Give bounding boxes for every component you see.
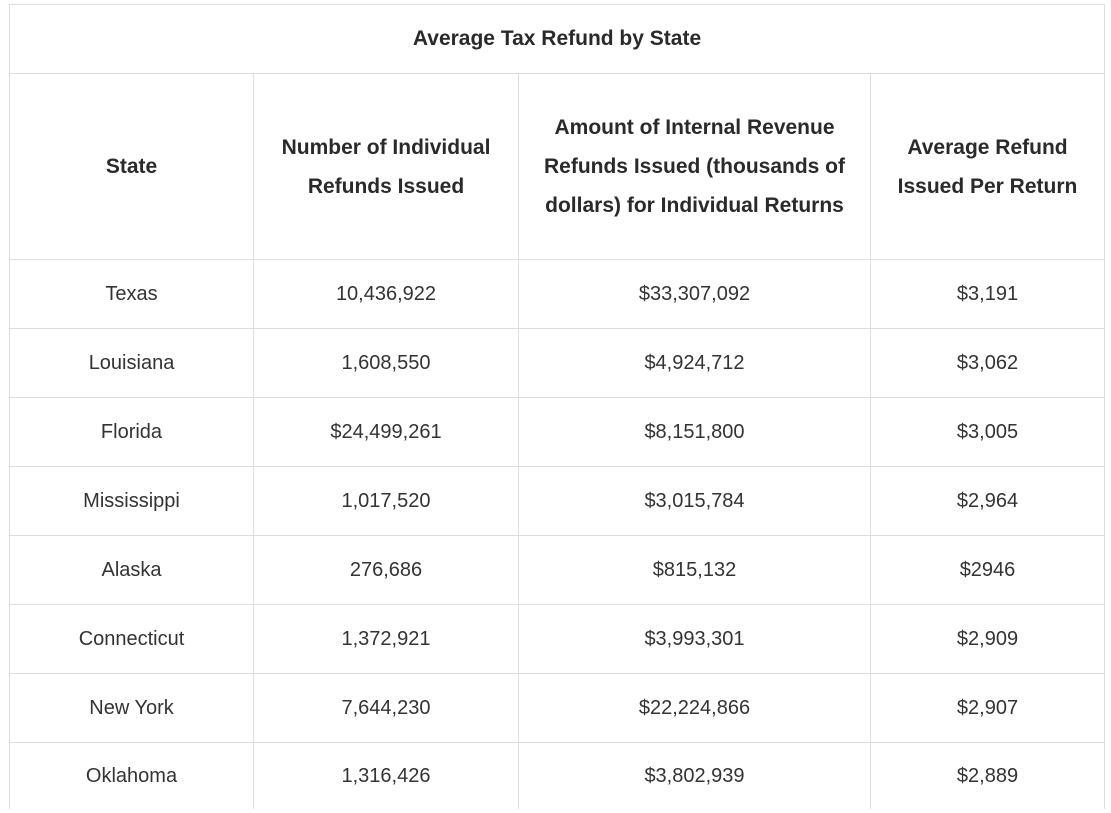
cell-state: Alaska <box>9 535 254 605</box>
table-title-row: Average Tax Refund by State <box>9 4 1105 74</box>
cell-amount-of-refunds: $3,015,784 <box>518 466 871 536</box>
table-body: Texas 10,436,922 $33,307,092 $3,191 Louisian… <box>9 259 1105 809</box>
table-row: Alaska 276,686 $815,132 $2946 <box>9 535 1105 605</box>
cell-state: Louisiana <box>9 328 254 398</box>
table-row: Connecticut 1,372,921 $3,993,301 $2,909 <box>9 604 1105 674</box>
table-title: Average Tax Refund by State <box>9 4 1105 74</box>
cell-number-of-refunds: 1,017,520 <box>253 466 519 536</box>
cell-state: Mississippi <box>9 466 254 536</box>
cell-state: New York <box>9 673 254 743</box>
cell-number-of-refunds: 10,436,922 <box>253 259 519 329</box>
table-row: New York 7,644,230 $22,224,866 $2,907 <box>9 673 1105 743</box>
cell-number-of-refunds: 1,316,426 <box>253 742 519 809</box>
cell-number-of-refunds: $24,499,261 <box>253 397 519 467</box>
table-row: Oklahoma 1,316,426 $3,802,939 $2,889 <box>9 742 1105 809</box>
cell-amount-of-refunds: $3,993,301 <box>518 604 871 674</box>
cell-amount-of-refunds: $33,307,092 <box>518 259 871 329</box>
table-row: Mississippi 1,017,520 $3,015,784 $2,964 <box>9 466 1105 536</box>
cell-average-refund: $2946 <box>870 535 1105 605</box>
cell-amount-of-refunds: $4,924,712 <box>518 328 871 398</box>
cell-average-refund: $2,964 <box>870 466 1105 536</box>
cell-average-refund: $2,909 <box>870 604 1105 674</box>
cell-average-refund: $3,191 <box>870 259 1105 329</box>
table-container: Average Tax Refund by State State Number… <box>9 4 1105 809</box>
header-number-of-refunds: Number of Individual Refunds Issued <box>253 73 519 260</box>
cell-state: Florida <box>9 397 254 467</box>
header-average-refund: Average Refund Issued Per Return <box>870 73 1105 260</box>
cell-number-of-refunds: 1,608,550 <box>253 328 519 398</box>
tax-refund-table: Average Tax Refund by State State Number… <box>9 4 1105 809</box>
cell-average-refund: $2,889 <box>870 742 1105 809</box>
cell-number-of-refunds: 1,372,921 <box>253 604 519 674</box>
header-amount-of-refunds: Amount of Internal Revenue Refunds Issue… <box>518 73 871 260</box>
header-state: State <box>9 73 254 260</box>
cell-number-of-refunds: 7,644,230 <box>253 673 519 743</box>
cell-average-refund: $3,062 <box>870 328 1105 398</box>
cell-number-of-refunds: 276,686 <box>253 535 519 605</box>
cell-average-refund: $2,907 <box>870 673 1105 743</box>
cell-amount-of-refunds: $22,224,866 <box>518 673 871 743</box>
cell-amount-of-refunds: $8,151,800 <box>518 397 871 467</box>
table-header-row: State Number of Individual Refunds Issue… <box>9 73 1105 260</box>
cell-state: Texas <box>9 259 254 329</box>
table-row: Texas 10,436,922 $33,307,092 $3,191 <box>9 259 1105 329</box>
cell-state: Oklahoma <box>9 742 254 809</box>
table-row: Florida $24,499,261 $8,151,800 $3,005 <box>9 397 1105 467</box>
cell-amount-of-refunds: $3,802,939 <box>518 742 871 809</box>
cell-amount-of-refunds: $815,132 <box>518 535 871 605</box>
table-row: Louisiana 1,608,550 $4,924,712 $3,062 <box>9 328 1105 398</box>
cell-state: Connecticut <box>9 604 254 674</box>
cell-average-refund: $3,005 <box>870 397 1105 467</box>
